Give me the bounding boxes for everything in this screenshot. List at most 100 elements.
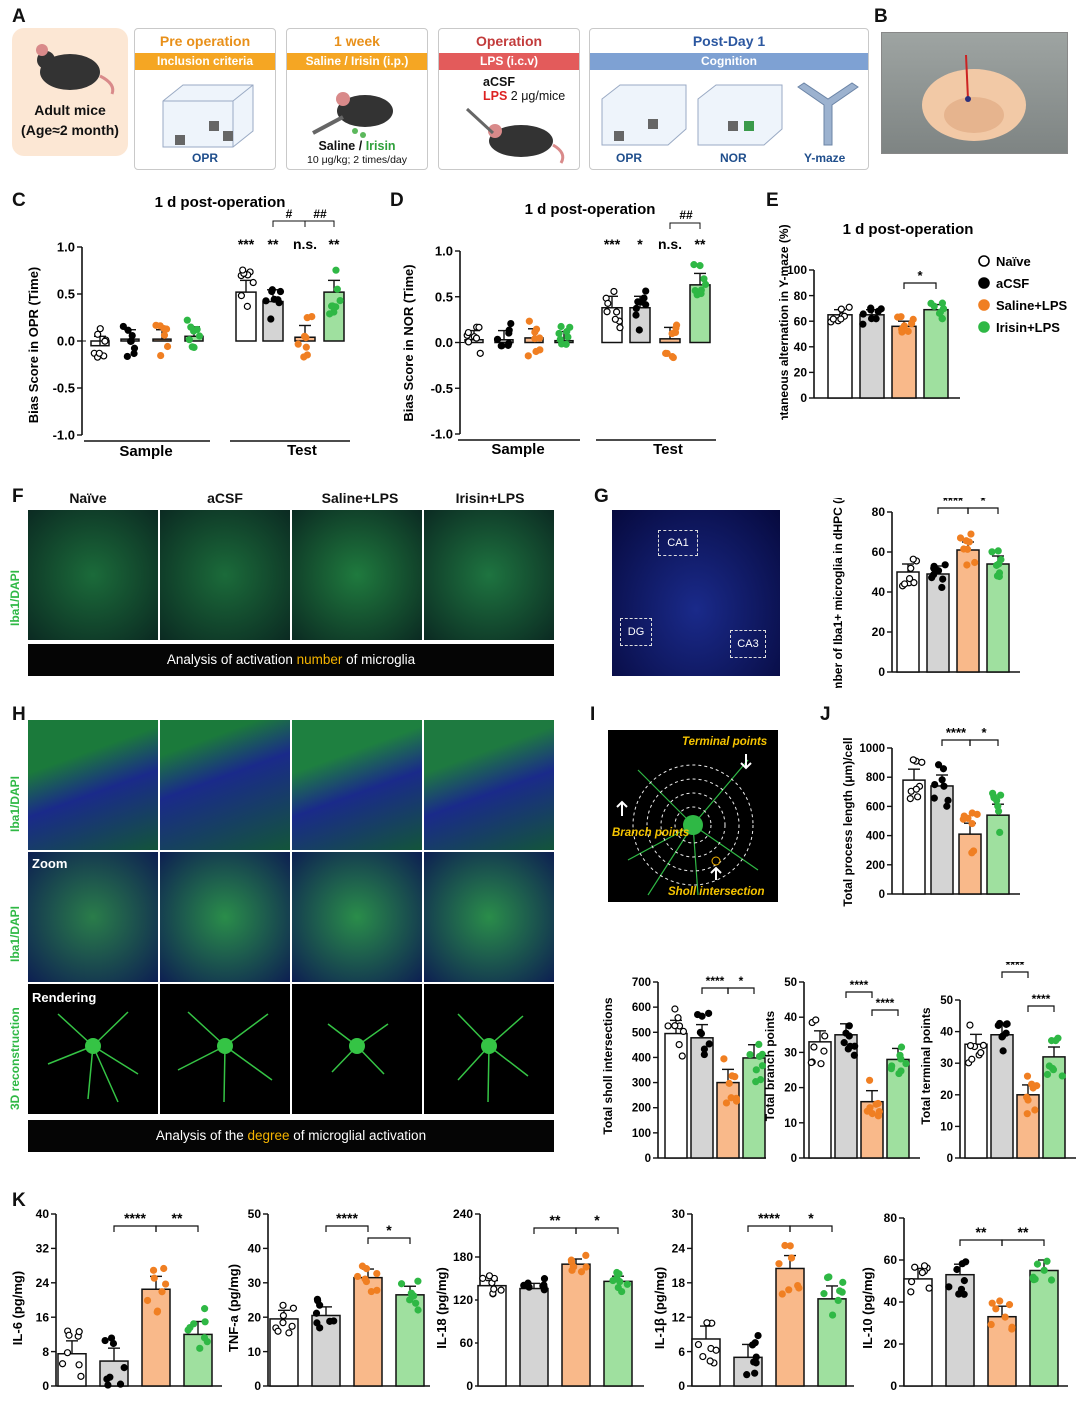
- mouse-title: Adult mice: [34, 102, 106, 118]
- chart-d-test-bar: [689, 284, 711, 344]
- chart-d-sample-point: [464, 328, 472, 337]
- chart-j4-point: [999, 1047, 1007, 1055]
- chart-j1-point: [997, 791, 1005, 799]
- h-stain-label-2-svg: Iba1/DAPI: [8, 906, 22, 962]
- h-stain-label-2: Iba1/DAPI: [6, 870, 22, 970]
- chart-j1-bracket: [969, 739, 999, 746]
- chart-g-point: [907, 564, 915, 572]
- chart-j4-point: [1058, 1072, 1066, 1080]
- chart-k1-point: [63, 1349, 72, 1357]
- chart-j4-point: [979, 1041, 988, 1050]
- chart-k2-point: [279, 1319, 287, 1327]
- chart-k4-point: [694, 1340, 703, 1349]
- chart-k2-point: [330, 1317, 338, 1325]
- chart-k1-point: [190, 1320, 198, 1328]
- chart-j1-point: [996, 828, 1004, 836]
- chart-e-point: [859, 320, 867, 328]
- chart-c-sample-point: [195, 332, 204, 340]
- chart-c-test-bar: [235, 291, 257, 342]
- chart-d-test-point: [632, 311, 640, 319]
- chart-d-test-point: [638, 298, 646, 306]
- panel-label-i: I: [590, 704, 596, 725]
- chart-k4-point: [699, 1352, 707, 1361]
- chart-e-ytick-label: 60: [794, 314, 808, 328]
- chart-d-test-point: [672, 324, 680, 332]
- chart-k2-point: [274, 1327, 282, 1335]
- chart-j3-point: [840, 1039, 848, 1047]
- g-region-ca3: CA3: [730, 630, 766, 658]
- chart-k1-ytick-label: 24: [36, 1276, 50, 1290]
- chart-j3-point: [820, 1047, 828, 1055]
- chart-g-ytick-label: 0: [878, 665, 885, 679]
- chart-j4-ytick-label: 50: [940, 995, 953, 1007]
- chart-k2-point: [373, 1269, 381, 1278]
- chart-k1-point: [103, 1375, 111, 1383]
- chart-j3-comparison: ****: [876, 996, 895, 1010]
- chart-d-title: 1 d post-operation: [525, 201, 656, 218]
- step-operation: Operation LPS (i.c.v) aCSF LPS 2 μg/mice: [438, 28, 580, 170]
- chart-d-ytick-label: 0.0: [435, 335, 453, 350]
- chart-k5-point: [925, 1284, 933, 1292]
- chart-k3-ytick-label: 60: [460, 1336, 474, 1350]
- chart-d-test-bar: [629, 306, 651, 344]
- chart-k2-bracket: [367, 1237, 411, 1244]
- chart-k5-ytick-label: 40: [884, 1295, 898, 1309]
- chart-k3-point: [497, 1286, 505, 1294]
- chart-j4-bracket: [1001, 971, 1029, 978]
- h-caption-a: Analysis of the: [155, 1128, 248, 1143]
- chart-j3-point: [810, 1043, 818, 1051]
- chart-e-point: [904, 327, 912, 335]
- chart-k1-bracket: [155, 1225, 199, 1232]
- irisin-text: Irisin: [365, 139, 396, 153]
- chart-d-test-point: [697, 286, 705, 294]
- h-3d-label: 3D reconstruction: [6, 984, 22, 1114]
- chart-k5-bar: [1029, 1269, 1059, 1387]
- chart-k5: IL-10 (pg/mg) 80 60 40 20 0 ** **: [860, 1211, 1068, 1393]
- mouse-icon: [36, 44, 115, 95]
- f-image-acsf: [160, 510, 292, 640]
- chart-k3-point: [539, 1282, 547, 1290]
- f-head-acsf: aCSF: [207, 490, 243, 506]
- chart-k5-point: [920, 1262, 929, 1270]
- step-title: Post-Day 1: [692, 33, 766, 49]
- chart-j3-point: [851, 1042, 859, 1050]
- chart-k1-ytick-label: 40: [36, 1207, 50, 1221]
- chart-j2-point: [697, 1029, 706, 1038]
- chart-d-sample-point: [531, 328, 539, 336]
- chart-k1-bracket: [113, 1225, 157, 1232]
- step-post-day-1: Post-Day 1 Cognition OPR NOR Y-maze: [589, 28, 869, 170]
- chart-c-ytick-label: 0.5: [57, 287, 75, 302]
- chart-j2-ytick-label: 500: [632, 1027, 651, 1039]
- chart-j4-point: [1043, 1070, 1052, 1079]
- chart-k2-point: [353, 1272, 362, 1281]
- chart-k1-point: [200, 1334, 209, 1342]
- chart-d-sample-point: [536, 346, 544, 354]
- h-render-label: Rendering: [32, 990, 97, 1005]
- brain-photo-drawing: [922, 54, 1026, 141]
- chart-c-sample-point: [123, 352, 131, 361]
- chart-g-bracket: [937, 507, 969, 514]
- chart-k4-point: [781, 1241, 789, 1250]
- chart-k4-point: [820, 1290, 828, 1298]
- legend-marker-2: [978, 299, 990, 311]
- chart-k1-ylabel: IL-6 (pg/mg): [10, 1271, 25, 1345]
- chart-j1-point: [939, 765, 948, 773]
- chart-d-test-point: [642, 287, 650, 295]
- chart-k3-bar: [519, 1287, 549, 1387]
- chart-k2-point: [288, 1322, 296, 1330]
- chart-k4-ylabel: IL-1β (pg/mg): [652, 1267, 667, 1349]
- step-band: Cognition: [590, 53, 868, 70]
- chart-k1-comparison: **: [172, 1210, 183, 1226]
- step-caption: OPR: [191, 151, 218, 165]
- chart-d-ytick-label: -0.5: [431, 381, 453, 396]
- chart-c-group-sample: Sample: [119, 443, 172, 460]
- chart-j2-point: [752, 1078, 760, 1086]
- chart-e: 1 d post-operation Spontaneous alternati…: [777, 221, 1067, 420]
- chart-k5-point: [960, 1277, 968, 1285]
- chart-k4-point: [706, 1357, 714, 1365]
- chart-k5-ytick-label: 60: [884, 1253, 898, 1267]
- step-title: Operation: [475, 33, 543, 49]
- chart-j2: Total sholl intersections 700 600 500 400 30…: [601, 974, 766, 1165]
- chart-j4-point: [994, 1021, 1002, 1030]
- chart-d-sample-point: [507, 319, 515, 328]
